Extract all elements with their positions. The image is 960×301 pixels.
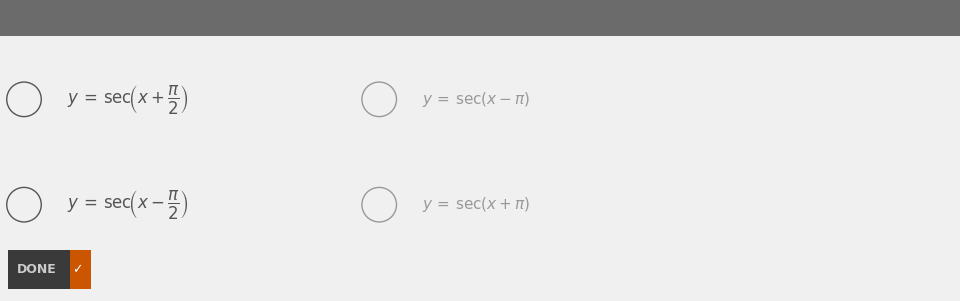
Text: $y\,{=}\,\mathrm{sec}(x-\pi)$: $y\,{=}\,\mathrm{sec}(x-\pi)$	[422, 90, 531, 109]
Text: Which equations transform the parent secant graph to the parent cosecant graph?: Which equations transform the parent sec…	[17, 21, 684, 36]
FancyBboxPatch shape	[8, 250, 70, 289]
FancyBboxPatch shape	[70, 250, 91, 289]
Text: $y\,{=}\,\mathrm{sec}\!\left(x-\dfrac{\pi}{2}\right)$: $y\,{=}\,\mathrm{sec}\!\left(x-\dfrac{\p…	[67, 188, 189, 221]
Bar	[0, 0, 960, 36]
Text: ✓: ✓	[72, 263, 83, 276]
Text: $y\,{=}\,\mathrm{sec}(x+\pi)$: $y\,{=}\,\mathrm{sec}(x+\pi)$	[422, 195, 531, 214]
Text: $y\,{=}\,\mathrm{sec}\!\left(x+\dfrac{\pi}{2}\right)$: $y\,{=}\,\mathrm{sec}\!\left(x+\dfrac{\p…	[67, 83, 189, 116]
Text: DONE: DONE	[17, 263, 57, 276]
